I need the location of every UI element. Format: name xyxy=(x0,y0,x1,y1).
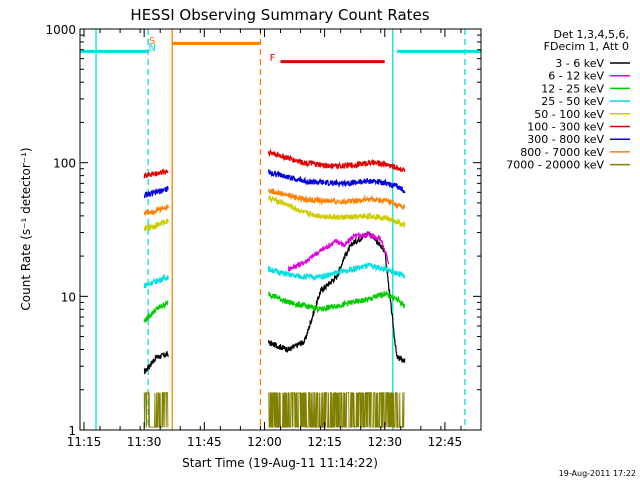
x-tick-label: 11:30 xyxy=(127,435,162,449)
y-tick-label: 1 xyxy=(68,424,76,438)
legend-label: 7000 - 20000 keV xyxy=(506,159,604,172)
series-lines xyxy=(143,148,406,428)
legend: Det 1,3,4,5,6,FDecim 1, Att 0 3 - 6 keV6 … xyxy=(506,28,630,172)
legend-label: 25 - 50 keV xyxy=(541,95,604,108)
legend-label: 12 - 25 keV xyxy=(541,82,604,95)
annotation-n: N xyxy=(148,43,155,54)
annotation-f: F xyxy=(270,53,276,64)
legend-label: 6 - 12 keV xyxy=(548,70,604,83)
x-tick-label: 12:45 xyxy=(428,435,463,449)
chart-title: HESSI Observing Summary Count Rates xyxy=(130,6,429,24)
series-line xyxy=(143,231,406,375)
legend-label: 3 - 6 keV xyxy=(555,57,604,70)
legend-header-line: Det 1,3,4,5,6, xyxy=(553,28,629,41)
x-axis-label: Start Time (19-Aug-11 11:14:22) xyxy=(182,456,378,470)
state-indicators: SN F xyxy=(80,29,481,430)
x-tick-label: 12:30 xyxy=(367,435,402,449)
series-line xyxy=(143,148,406,179)
x-tick-label: 11:45 xyxy=(187,435,222,449)
y-axis-label: Count Rate (s⁻¹ detector⁻¹) xyxy=(19,147,33,310)
annotation-s: S xyxy=(149,36,155,47)
legend-label: 50 - 100 keV xyxy=(534,108,604,121)
x-tick-label: 12:00 xyxy=(247,435,282,449)
series-line xyxy=(143,392,405,428)
x-tick-label: 11:15 xyxy=(67,435,102,449)
series-line xyxy=(143,169,406,199)
series-line xyxy=(287,231,390,272)
axes: 11:15 11:30 11:45 12:00 12:15 12:30 12:45 1 10 10… xyxy=(45,23,482,449)
series-line xyxy=(143,195,406,232)
legend-header-line: FDecim 1, Att 0 xyxy=(544,40,629,53)
series-line xyxy=(143,188,406,216)
series-line xyxy=(143,262,406,289)
legend-label: 800 - 7000 keV xyxy=(520,146,604,159)
y-tick-label: 1000 xyxy=(45,23,76,37)
y-tick-label: 100 xyxy=(53,157,76,171)
series-line xyxy=(143,290,406,323)
footer-timestamp: 19-Aug-2011 17:22 xyxy=(559,469,636,478)
legend-label: 100 - 300 keV xyxy=(527,121,604,134)
legend-label: 300 - 800 keV xyxy=(527,133,604,146)
x-tick-label: 12:15 xyxy=(307,435,342,449)
y-tick-label: 10 xyxy=(61,290,76,304)
